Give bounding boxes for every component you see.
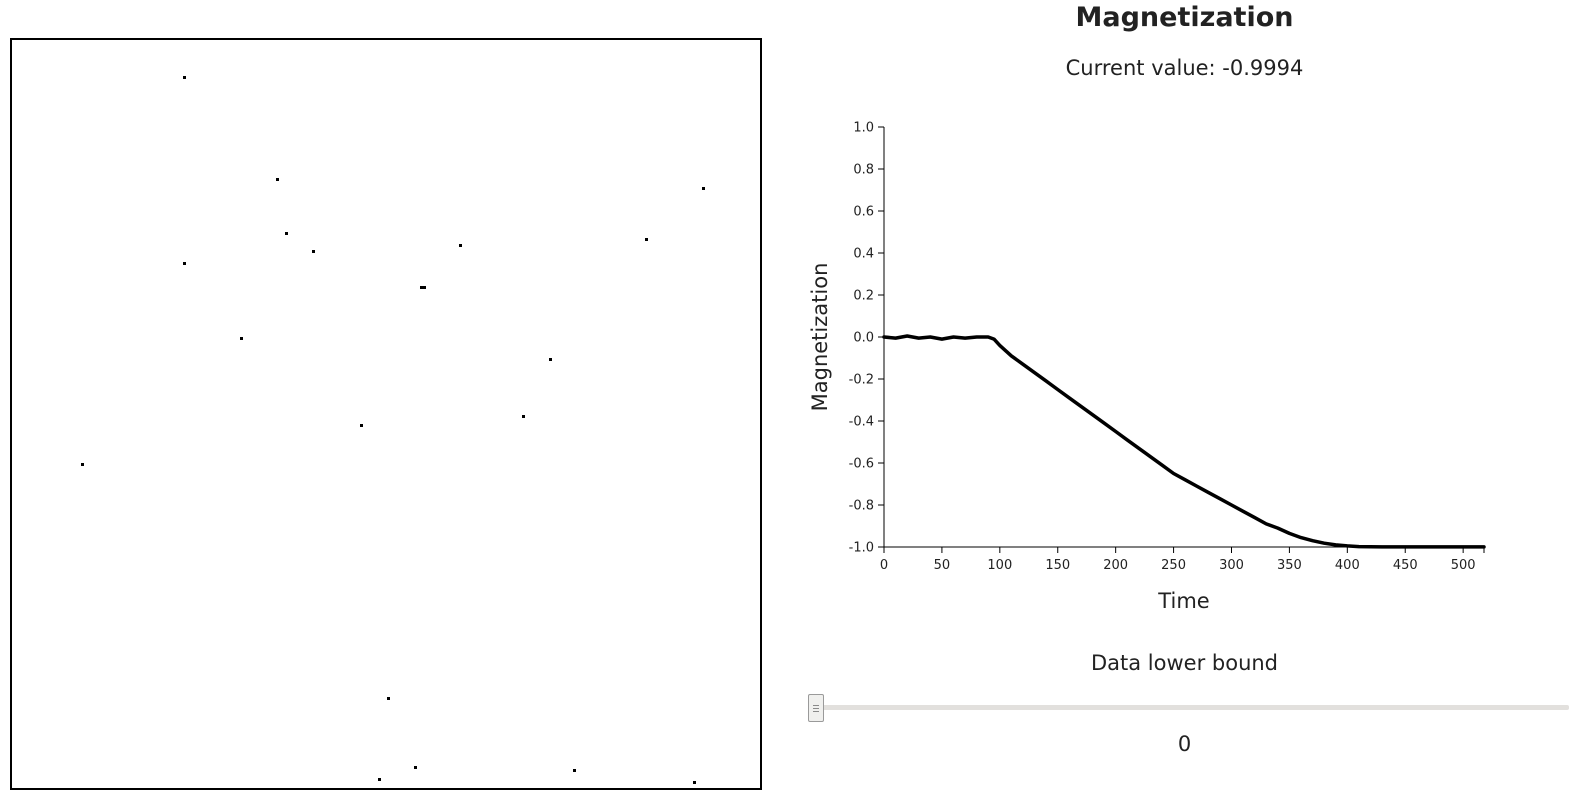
- spin-lattice-canvas: [10, 38, 762, 790]
- x-axis-title: Time: [1157, 589, 1209, 613]
- x-tick-label: 150: [1045, 558, 1070, 573]
- spin-dot: [285, 232, 288, 235]
- current-value-text: Current value: -0.9994: [1065, 56, 1304, 80]
- y-tick-label: 0.2: [853, 289, 874, 304]
- y-tick-label: -0.4: [849, 415, 874, 430]
- y-axis-title: Magnetization: [808, 263, 832, 412]
- spin-dot: [312, 250, 315, 253]
- x-tick-label: 250: [1161, 558, 1186, 573]
- spin-dot: [240, 337, 243, 340]
- spin-dot: [183, 76, 186, 79]
- spin-dot: [423, 286, 426, 289]
- spin-dot: [360, 424, 363, 427]
- y-tick-label: 0.0: [853, 331, 874, 346]
- magnetization-chart: 0 50 100 150 200 250 300 350 400 450 500 1.0 0.8 0.6…: [808, 121, 1486, 613]
- spin-dot: [645, 238, 648, 241]
- spin-dot: [414, 766, 417, 769]
- y-tick-label: -0.6: [849, 457, 874, 472]
- spin-dot: [549, 358, 552, 361]
- magnetization-series-line: [882, 334, 1486, 549]
- magnetization-panel: Magnetization Current value: -0.9994 0 50…: [800, 0, 1569, 798]
- y-tick-label: 0.4: [853, 247, 874, 262]
- y-tick-label: -1.0: [849, 541, 874, 556]
- slider-track[interactable]: [810, 705, 1569, 710]
- x-tick-label: 350: [1277, 558, 1302, 573]
- grip-line-icon: [813, 708, 819, 709]
- grip-line-icon: [813, 705, 819, 706]
- spin-dot: [183, 262, 186, 265]
- y-tick-label: 0.6: [853, 205, 874, 220]
- x-tick-label: 450: [1393, 558, 1418, 573]
- spin-dot: [573, 769, 576, 772]
- y-axis: 1.0 0.8 0.6 0.4 0.2 0.0 -0.2 -0.4 -0.6 -0.8 -1.0: [849, 121, 885, 556]
- x-tick-label: 50: [934, 558, 951, 573]
- spin-dot: [276, 178, 279, 181]
- spin-dot: [522, 415, 525, 418]
- x-tick-label: 200: [1103, 558, 1128, 573]
- spin-dot: [378, 778, 381, 781]
- spin-dot: [420, 286, 423, 289]
- slider-handle[interactable]: [808, 694, 824, 722]
- spin-dot: [693, 781, 696, 784]
- y-tick-label: -0.8: [849, 499, 874, 514]
- x-axis: 0 50 100 150 200 250 300 350 400 450 500: [880, 546, 1485, 573]
- spin-dot: [702, 187, 705, 190]
- slider-value: 0: [1177, 732, 1192, 756]
- x-tick-label: 500: [1451, 558, 1476, 573]
- x-tick-label: 400: [1335, 558, 1360, 573]
- y-tick-label: 0.8: [853, 163, 874, 178]
- panel-title: Magnetization: [1075, 2, 1294, 33]
- x-tick-label: 300: [1219, 558, 1244, 573]
- spin-dot: [81, 463, 84, 466]
- grip-line-icon: [813, 711, 819, 712]
- x-tick-label: 0: [880, 558, 888, 573]
- spin-dot: [459, 244, 462, 247]
- slider-label: Data lower bound: [1090, 651, 1279, 675]
- y-tick-label: 1.0: [853, 121, 874, 136]
- x-tick-label: 100: [987, 558, 1012, 573]
- spin-dot: [387, 697, 390, 700]
- y-tick-label: -0.2: [849, 373, 874, 388]
